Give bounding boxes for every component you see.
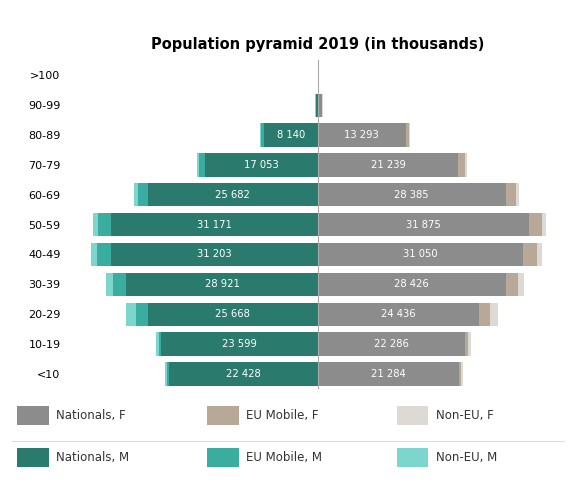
- Bar: [506, 273, 519, 296]
- Bar: [505, 183, 516, 206]
- FancyBboxPatch shape: [397, 406, 428, 425]
- Text: EU Mobile, M: EU Mobile, M: [246, 451, 322, 464]
- Bar: [317, 332, 465, 355]
- Text: 17 053: 17 053: [244, 160, 279, 170]
- Text: DEMOGRAPHY [at 1st January] (Eurostat ): DEMOGRAPHY [at 1st January] (Eurostat ): [9, 13, 338, 26]
- Bar: [317, 362, 459, 385]
- Text: 21 284: 21 284: [371, 369, 405, 379]
- Bar: [316, 94, 317, 117]
- Text: 25 682: 25 682: [215, 190, 250, 200]
- Text: 25 668: 25 668: [215, 309, 250, 319]
- Text: 31 203: 31 203: [197, 249, 232, 259]
- Bar: [261, 123, 264, 147]
- Text: 22 428: 22 428: [226, 369, 261, 379]
- FancyBboxPatch shape: [207, 448, 239, 467]
- Bar: [317, 123, 406, 147]
- Bar: [537, 243, 542, 266]
- Bar: [126, 302, 136, 326]
- Bar: [542, 213, 546, 236]
- Text: 23 599: 23 599: [222, 339, 257, 349]
- Bar: [94, 213, 98, 236]
- Bar: [317, 273, 506, 296]
- Text: EU Mobile, F: EU Mobile, F: [246, 409, 319, 422]
- Bar: [169, 362, 317, 385]
- Bar: [317, 213, 528, 236]
- Text: 31 050: 31 050: [403, 249, 438, 259]
- Text: 21 239: 21 239: [370, 160, 405, 170]
- Bar: [112, 213, 317, 236]
- Bar: [162, 332, 317, 355]
- FancyBboxPatch shape: [17, 448, 49, 467]
- Text: 31 171: 31 171: [197, 220, 232, 229]
- Bar: [321, 94, 323, 117]
- Bar: [523, 243, 537, 266]
- Text: 28 385: 28 385: [394, 190, 429, 200]
- Bar: [197, 153, 199, 176]
- Bar: [465, 153, 466, 176]
- FancyBboxPatch shape: [17, 406, 49, 425]
- Text: Non-EU, M: Non-EU, M: [436, 451, 497, 464]
- Bar: [459, 362, 461, 385]
- Bar: [138, 183, 148, 206]
- Bar: [480, 302, 490, 326]
- Bar: [159, 332, 162, 355]
- Bar: [106, 273, 113, 296]
- Bar: [516, 183, 519, 206]
- Text: Nationals, M: Nationals, M: [56, 451, 129, 464]
- Bar: [317, 302, 480, 326]
- Bar: [461, 362, 462, 385]
- Bar: [126, 273, 317, 296]
- Bar: [148, 302, 317, 326]
- Text: 8 140: 8 140: [277, 130, 305, 140]
- Bar: [264, 123, 317, 147]
- Bar: [490, 302, 498, 326]
- Bar: [113, 273, 126, 296]
- Bar: [111, 243, 317, 266]
- Bar: [135, 183, 138, 206]
- Text: Non-EU, F: Non-EU, F: [436, 409, 493, 422]
- Bar: [167, 362, 169, 385]
- Bar: [205, 153, 317, 176]
- Title: Population pyramid 2019 (in thousands): Population pyramid 2019 (in thousands): [151, 37, 484, 52]
- Bar: [165, 362, 167, 385]
- Bar: [98, 213, 112, 236]
- Bar: [148, 183, 317, 206]
- Text: Nationals, F: Nationals, F: [56, 409, 126, 422]
- Bar: [199, 153, 205, 176]
- Bar: [97, 243, 111, 266]
- FancyBboxPatch shape: [397, 448, 428, 467]
- Text: 24 436: 24 436: [381, 309, 416, 319]
- Bar: [317, 153, 458, 176]
- Bar: [317, 243, 523, 266]
- Text: 13 293: 13 293: [344, 130, 379, 140]
- Text: 31 875: 31 875: [406, 220, 440, 229]
- Bar: [528, 213, 542, 236]
- Bar: [406, 123, 409, 147]
- Bar: [458, 153, 465, 176]
- Text: 28 426: 28 426: [394, 279, 429, 289]
- FancyBboxPatch shape: [207, 406, 239, 425]
- Bar: [468, 332, 470, 355]
- Text: 22 286: 22 286: [374, 339, 409, 349]
- Bar: [260, 123, 261, 147]
- Bar: [519, 273, 524, 296]
- Bar: [465, 332, 468, 355]
- Bar: [156, 332, 159, 355]
- Bar: [91, 243, 97, 266]
- Bar: [136, 302, 148, 326]
- Text: 28 921: 28 921: [205, 279, 239, 289]
- Bar: [317, 183, 505, 206]
- Bar: [317, 94, 321, 117]
